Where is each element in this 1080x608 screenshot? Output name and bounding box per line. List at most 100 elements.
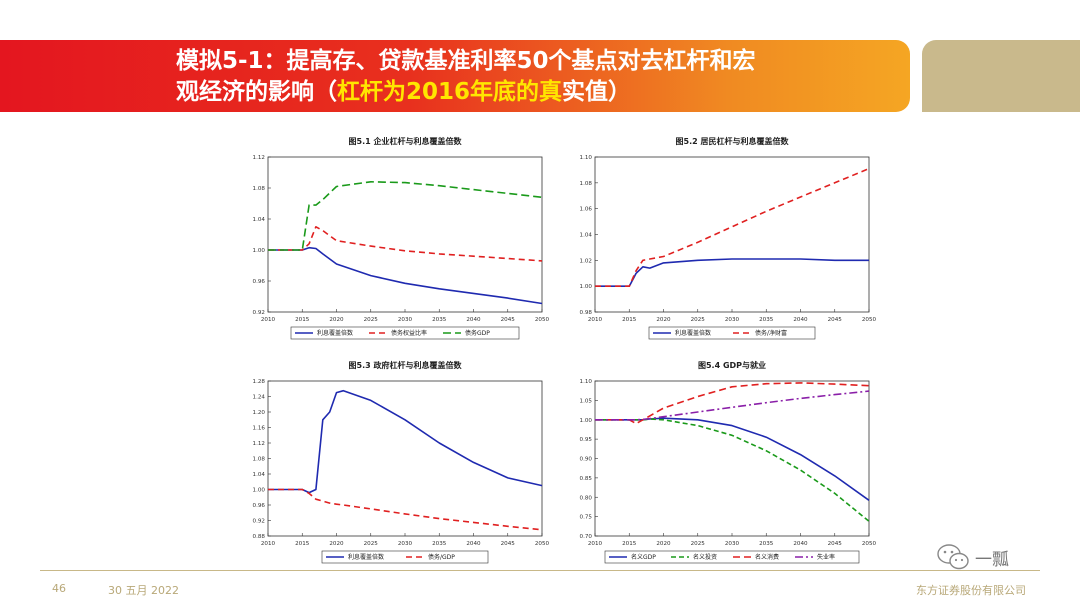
legend-label: 利息覆盖倍数 (675, 329, 711, 337)
y-tick-label: 1.05 (580, 398, 593, 404)
x-tick-label: 2025 (364, 317, 379, 323)
y-tick-label: 1.12 (253, 441, 265, 447)
plot-frame (267, 156, 543, 313)
legend-label: 利息覆盖倍数 (348, 553, 384, 561)
y-tick-label: 0.98 (580, 310, 593, 316)
legend-label: 债务/净财富 (755, 329, 787, 337)
series-line (268, 226, 543, 262)
legend-box (648, 326, 816, 340)
y-tick-label: 1.08 (253, 457, 266, 463)
legend-label: 债务/GDP (428, 553, 455, 561)
y-tick-label: 0.92 (253, 519, 265, 525)
y-tick-label: 0.88 (253, 534, 266, 540)
x-tick-label: 2035 (759, 541, 774, 547)
series-line (268, 389, 543, 494)
x-tick-label: 2040 (466, 317, 481, 323)
x-tick-label: 2020 (329, 541, 344, 547)
x-tick-label: 2050 (862, 541, 877, 547)
chart-title: 图5.2 居民杠杆与利息覆盖倍数 (676, 136, 790, 146)
title-line2-prefix: 观经济的影响（ (176, 79, 337, 105)
x-tick-label: 2010 (588, 541, 603, 547)
y-tick-label: 0.75 (580, 515, 593, 521)
x-tick-label: 2015 (295, 317, 310, 323)
y-tick-label: 1.16 (253, 426, 266, 432)
chart-title: 图5.4 GDP与就业 (698, 360, 766, 370)
y-tick-label: 0.96 (253, 279, 266, 285)
legend-label: 债务权益比率 (391, 329, 427, 337)
y-tick-label: 1.06 (580, 207, 593, 213)
y-tick-label: 1.08 (580, 181, 593, 187)
y-tick-label: 1.08 (253, 186, 266, 192)
legend-box (290, 326, 520, 340)
chart-corporate-leverage: 图5.1 企业杠杆与利息覆盖倍数 2010 2015 2020 2025 2030 2035… (253, 136, 550, 340)
legend-label: 债务GDP (465, 329, 490, 337)
wechat-icon: 一瓢 (937, 544, 1009, 570)
y-tick-label: 0.70 (580, 534, 593, 540)
x-tick-label: 2045 (501, 541, 516, 547)
y-tick-label: 1.10 (580, 155, 593, 161)
y-tick-label: 1.00 (580, 418, 593, 424)
plot-frame (267, 380, 543, 537)
y-tick-label: 1.04 (580, 233, 593, 239)
y-tick-label: 1.10 (580, 379, 593, 385)
chart-title: 图5.3 政府杠杆与利息覆盖倍数 (349, 360, 463, 370)
x-tick-label: 2030 (398, 541, 413, 547)
slide-title-line2: 观经济的影响（杠杆为2016年底的真实值） (176, 77, 896, 108)
y-tick-label: 1.00 (580, 284, 593, 290)
x-tick-label: 2030 (398, 317, 413, 323)
x-tick-label: 2040 (793, 317, 808, 323)
y-tick-label: 0.95 (580, 437, 593, 443)
legend-label: 名义消费 (755, 553, 779, 561)
x-tick-label: 2015 (622, 317, 637, 323)
x-tick-label: 2025 (691, 541, 706, 547)
x-tick-label: 2030 (725, 541, 740, 547)
x-tick-label: 2025 (691, 317, 706, 323)
slide-date: 30 五月 2022 (108, 584, 179, 597)
x-tick-label: 2035 (432, 317, 447, 323)
y-tick-label: 1.04 (253, 217, 266, 223)
corner-decoration (922, 40, 1080, 112)
x-tick-label: 2045 (828, 541, 843, 547)
company-name: 东方证券股份有限公司 (916, 584, 1026, 597)
y-tick-label: 1.28 (253, 379, 266, 385)
x-tick-label: 2020 (329, 317, 344, 323)
legend-box (321, 550, 489, 564)
x-tick-label: 2045 (501, 317, 516, 323)
legend-box (604, 550, 860, 564)
title-line2-suffix: 实值） (562, 79, 632, 105)
legend-label: 名义投资 (693, 553, 717, 561)
x-tick-label: 2040 (466, 541, 481, 547)
slide-title: 模拟5-1：提高存、贷款基准利率50个基点对去杠杆和宏 观经济的影响（杠杆为20… (176, 46, 896, 108)
footer-divider (40, 570, 1040, 571)
x-tick-label: 2040 (793, 541, 808, 547)
x-tick-label: 2035 (759, 317, 774, 323)
legend-label: 名义GDP (631, 553, 656, 561)
x-tick-label: 2025 (364, 541, 379, 547)
y-tick-label: 1.04 (253, 472, 266, 478)
page-number: 46 (52, 582, 66, 595)
chart-gdp-employment: 图5.4 GDP与就业 2010 2015 2020 2025 2030 2035 2040 2… (580, 360, 877, 564)
y-tick-label: 1.00 (253, 488, 266, 494)
y-tick-label: 0.92 (253, 310, 265, 316)
x-tick-label: 2010 (261, 317, 276, 323)
plot-frame (594, 380, 870, 537)
chart-title: 图5.1 企业杠杆与利息覆盖倍数 (349, 136, 463, 146)
x-tick-label: 2015 (622, 541, 637, 547)
x-tick-label: 2010 (261, 541, 276, 547)
chart-household-leverage: 图5.2 居民杠杆与利息覆盖倍数 2010 2015 2020 2025 2030 2035… (580, 136, 877, 340)
y-tick-label: 1.24 (253, 395, 266, 401)
title-line2-highlight: 杠杆为2016年底的真 (337, 79, 563, 105)
x-tick-label: 2020 (656, 317, 671, 323)
series-line (595, 390, 870, 421)
x-tick-label: 2035 (432, 541, 447, 547)
y-tick-label: 1.20 (253, 410, 266, 416)
x-tick-label: 2050 (535, 541, 550, 547)
y-tick-label: 1.00 (253, 248, 266, 254)
y-tick-label: 0.96 (253, 503, 266, 509)
legend-label: 失业率 (817, 553, 835, 561)
x-tick-label: 2010 (588, 317, 603, 323)
chart-government-leverage: 图5.3 政府杠杆与利息覆盖倍数 2010 2015 2020 2025 2030 2035… (253, 360, 550, 564)
watermark-text: 一瓢 (975, 550, 1009, 570)
series-line (268, 180, 543, 251)
x-tick-label: 2050 (862, 317, 877, 323)
